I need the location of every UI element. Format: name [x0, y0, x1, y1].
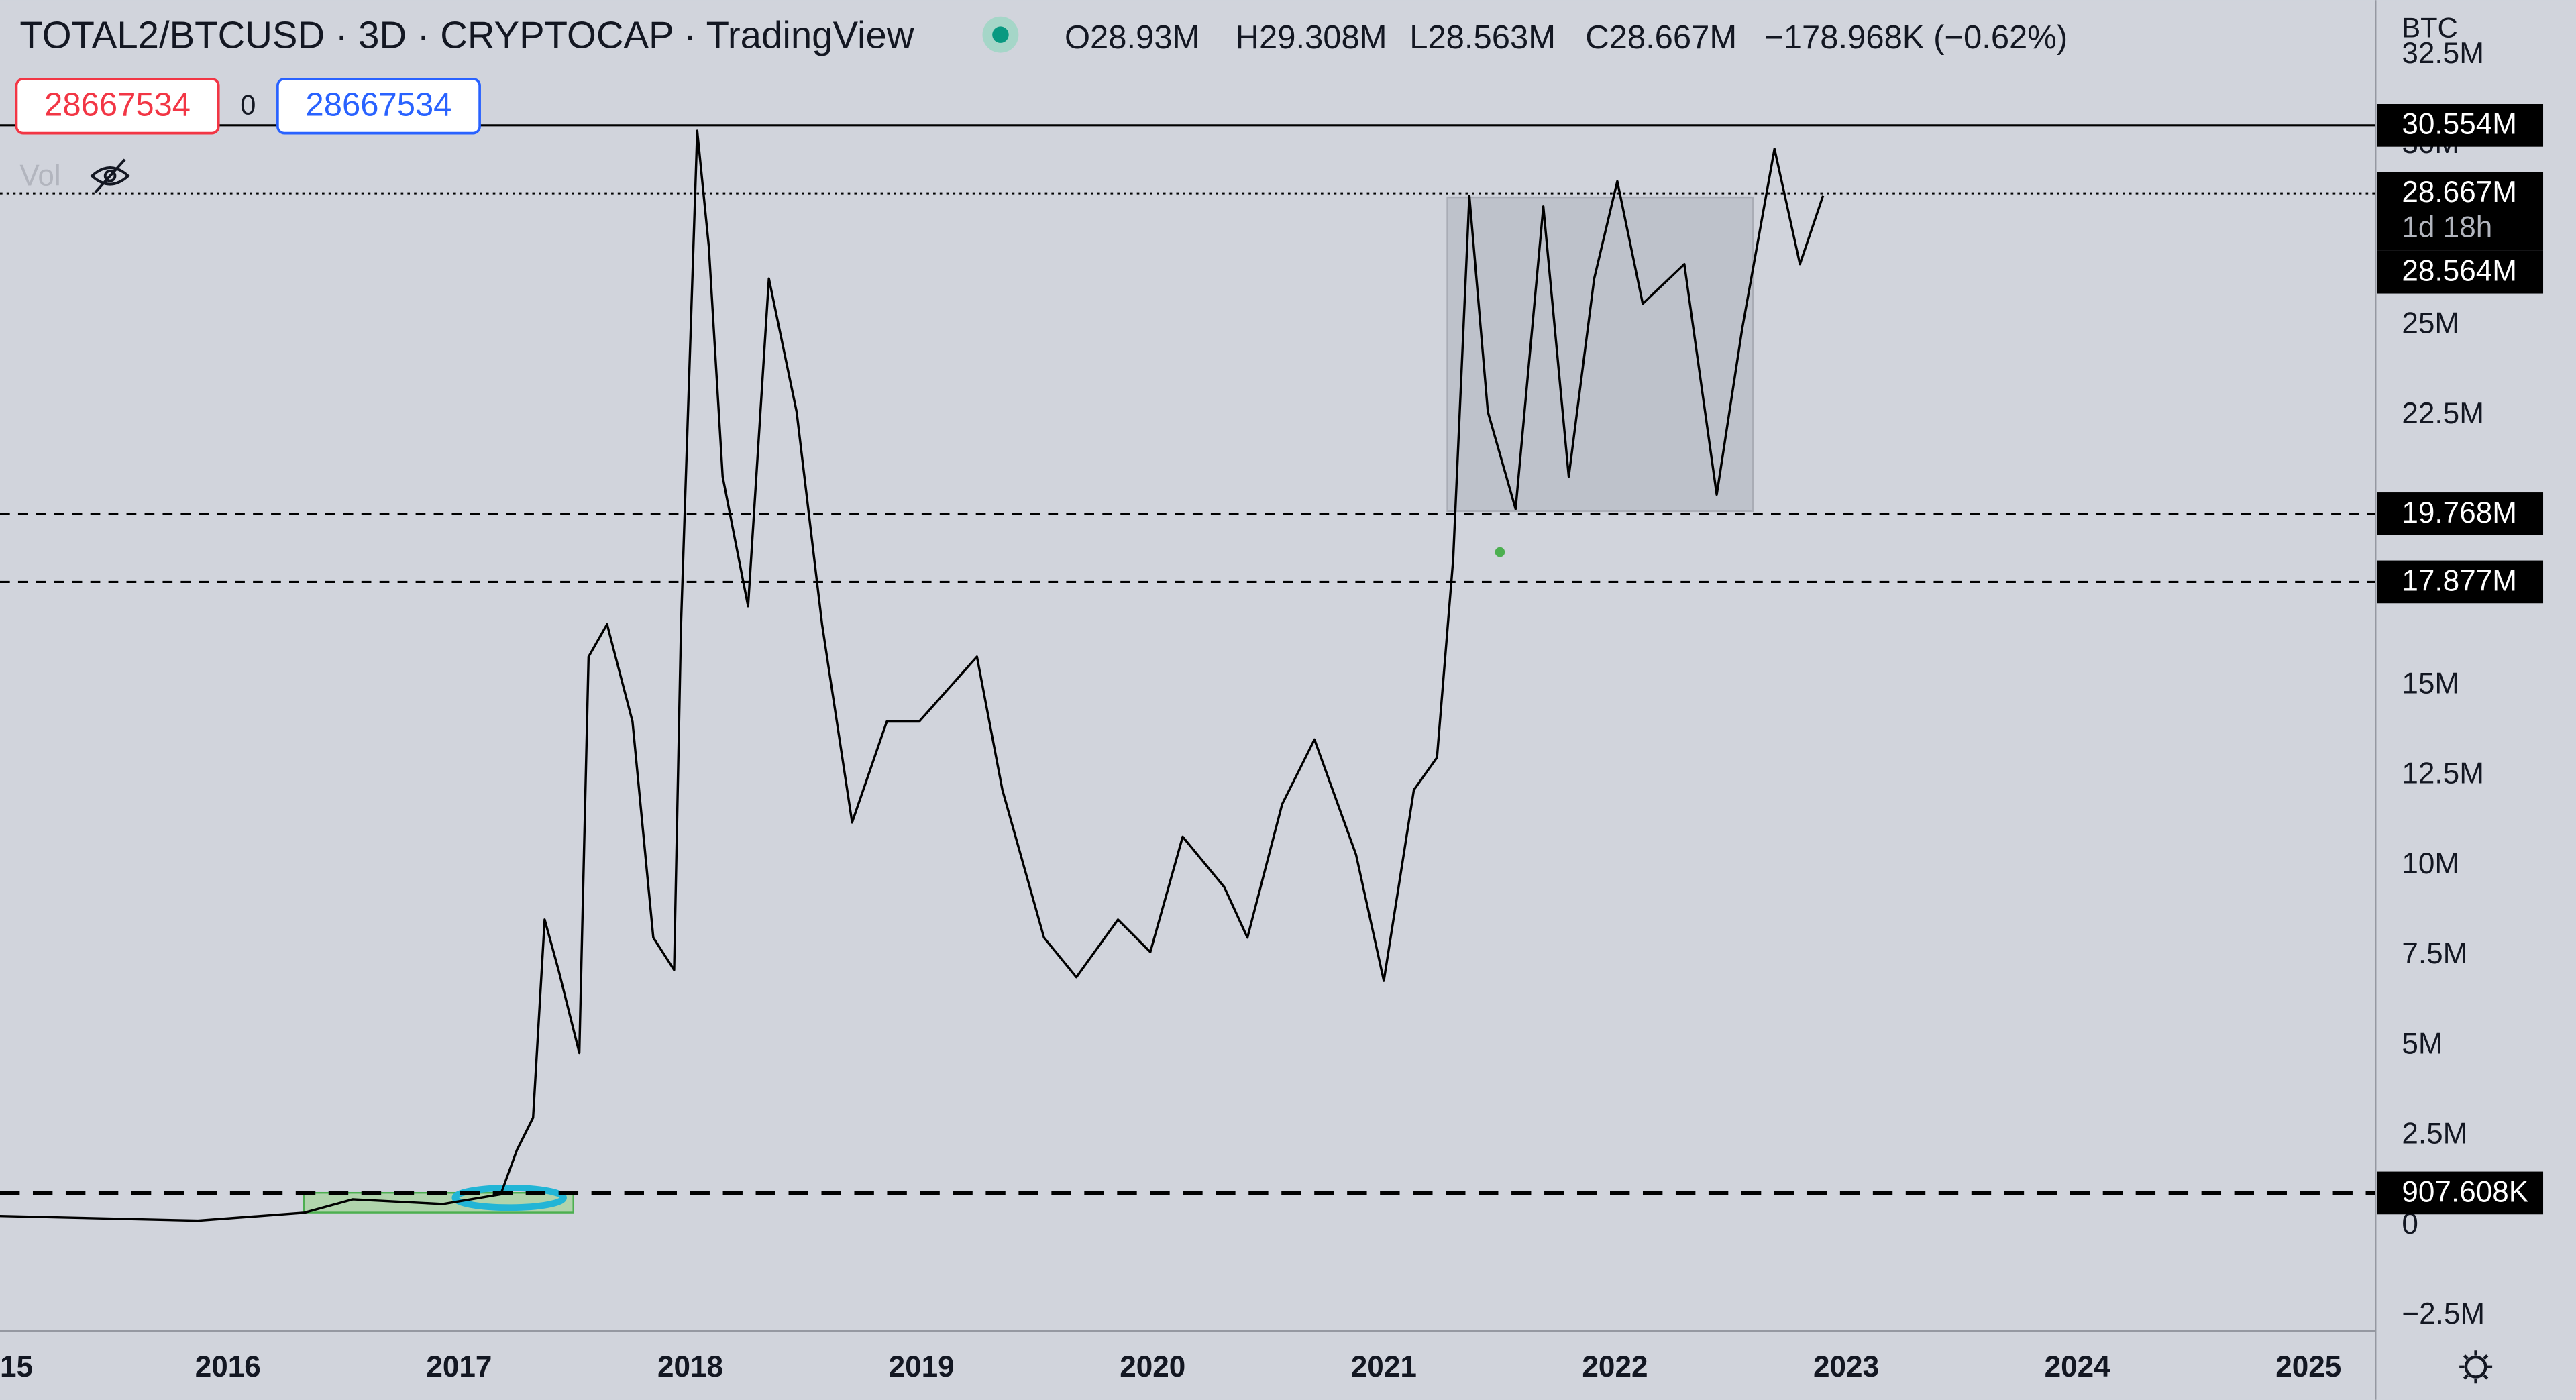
highlight-ellipse [451, 1184, 567, 1211]
buy-button[interactable] [276, 77, 481, 135]
y-tick-label: 25M [2402, 307, 2459, 340]
currency-label: BTC [2402, 11, 2457, 43]
symbol-title: TOTAL2/BTCUSD · 3D · CRYPTOCAP · Trading… [19, 13, 914, 56]
price-label: 907.608K [2402, 1175, 2528, 1208]
volume-label: Vol [19, 159, 60, 192]
spread: 0 [240, 89, 256, 120]
x-tick-label: 2021 [1351, 1350, 1417, 1383]
x-tick-label: 2025 [2275, 1350, 2341, 1383]
x-tick-label: 2024 [2045, 1350, 2111, 1383]
hide-volume-icon[interactable] [90, 158, 130, 194]
y-tick-label: 22.5M [2402, 397, 2484, 430]
y-tick-label: −2.5M [2402, 1297, 2485, 1330]
price-label-box [2377, 172, 2544, 251]
ohlc-low: L28.563M [1409, 19, 1556, 56]
price-line-series [0, 129, 1825, 1222]
market-status-dot [992, 26, 1009, 43]
x-tick-label: 2019 [889, 1350, 955, 1383]
x-tick-label: 2022 [1582, 1350, 1648, 1383]
bar-countdown: 1d 18h [2402, 211, 2492, 244]
y-tick-label: 5M [2402, 1027, 2443, 1060]
price-label-box [2377, 560, 2544, 604]
price-label-box [2377, 250, 2544, 294]
price-label: 30.554M [2402, 108, 2517, 141]
x-tick-label: 2016 [195, 1350, 261, 1383]
x-tick-label: 2018 [657, 1350, 723, 1383]
signal-dot [1495, 547, 1505, 557]
y-tick-label: 12.5M [2402, 757, 2484, 790]
ohlc-open: O28.93M [1065, 19, 1199, 56]
price-label-box [2377, 1171, 2544, 1215]
x-tick-label: 2017 [426, 1350, 492, 1383]
price-label-box [2377, 492, 2544, 535]
buy-price[interactable]: 28667534 [306, 87, 452, 123]
y-tick-label: 15M [2402, 667, 2459, 700]
price-label: 28.564M [2402, 255, 2517, 288]
y-tick-label: 7.5M [2402, 937, 2467, 970]
y-tick-label: 32.5M [2402, 37, 2484, 70]
accumulation-box [303, 1191, 574, 1214]
settings-icon[interactable] [2459, 1350, 2493, 1384]
range-box [1446, 196, 1754, 513]
y-tick-label: 10M [2402, 847, 2459, 880]
price-label-box [2377, 104, 2544, 147]
price-label: 19.768M [2402, 496, 2517, 529]
ohlc-change: −178.968K (−0.62%) [1764, 19, 2068, 56]
x-tick-label: 2023 [1813, 1350, 1879, 1383]
x-tick-label: 15 [0, 1350, 33, 1383]
sell-price[interactable]: 28667534 [44, 87, 191, 123]
x-tick-label: 2020 [1120, 1350, 1185, 1383]
price-label: 28.667M [2402, 176, 2517, 209]
price-label: 17.877M [2402, 564, 2517, 597]
ohlc-high: H29.308M [1236, 19, 1387, 56]
y-tick-label: 2.5M [2402, 1118, 2467, 1150]
plot-area [0, 124, 2376, 1222]
sell-button[interactable] [15, 77, 220, 135]
ohlc-close: C28.667M [1585, 19, 1737, 56]
